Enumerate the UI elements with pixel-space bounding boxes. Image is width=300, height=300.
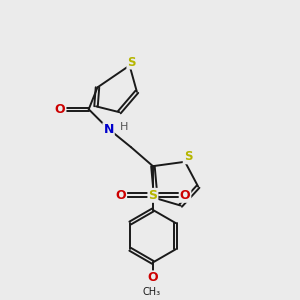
Text: H: H	[120, 122, 128, 132]
Text: O: O	[116, 189, 126, 202]
Text: O: O	[55, 103, 65, 116]
Text: S: S	[148, 189, 158, 202]
Text: CH₃: CH₃	[142, 286, 160, 297]
Text: S: S	[128, 56, 136, 68]
Text: S: S	[184, 150, 192, 163]
Text: O: O	[180, 189, 190, 202]
Text: N: N	[103, 123, 114, 136]
Text: O: O	[148, 272, 158, 284]
